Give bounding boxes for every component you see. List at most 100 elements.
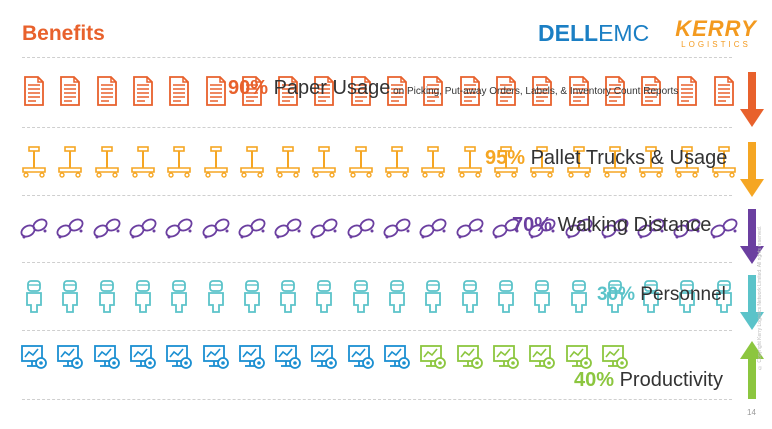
document-icon <box>347 74 375 113</box>
benefit-label: 30% Personnel <box>597 284 726 306</box>
document-icon <box>383 74 411 113</box>
footprints-icon <box>20 211 48 250</box>
monitor-gear-icon <box>601 341 629 380</box>
benefit-title: Walking Distance <box>552 214 712 236</box>
monitor-gear-icon <box>274 341 302 380</box>
copyright-text: © Copyright Kerry Logistics Network Limi… <box>757 225 763 370</box>
document-icon <box>93 74 121 113</box>
benefit-percent: 70% <box>512 214 553 236</box>
divider <box>22 330 732 331</box>
person-icon <box>202 279 230 318</box>
emc-logo-text: EMC <box>598 20 650 46</box>
document-icon <box>20 74 48 113</box>
pallet-truck-icon <box>456 144 484 183</box>
monitor-gear-icon <box>383 341 411 380</box>
person-icon <box>20 279 48 318</box>
document-icon <box>710 74 738 113</box>
benefit-row-paper: 90% Paper Usage on Picking, Put-away Ord… <box>0 66 772 127</box>
person-icon <box>383 279 411 318</box>
person-icon <box>528 279 556 318</box>
pallet-truck-icon <box>274 144 302 183</box>
person-icon <box>93 279 121 318</box>
footprints-icon <box>347 211 375 250</box>
benefit-percent: 30% <box>597 284 636 305</box>
document-icon <box>456 74 484 113</box>
document-icon <box>56 74 84 113</box>
arrow-down-icon <box>740 209 764 264</box>
monitor-gear-icon <box>202 341 230 380</box>
pallet-truck-icon <box>347 144 375 183</box>
footprints-icon <box>637 211 665 250</box>
document-icon <box>419 74 447 113</box>
pallet-truck-icon <box>565 144 593 183</box>
document-icon <box>565 74 593 113</box>
dell-emc-logo: DELLEMC <box>538 20 649 47</box>
footprints-icon <box>565 211 593 250</box>
monitor-gear-icon <box>56 341 84 380</box>
pallet-truck-icon <box>93 144 121 183</box>
footprints-icon <box>165 211 193 250</box>
benefit-row-personnel: 30% Personnel <box>0 271 772 331</box>
pallet-truck-icon <box>383 144 411 183</box>
benefit-row-walking: 70% Walking Distance <box>0 203 772 264</box>
benefit-title: Pallet Trucks & Usage <box>525 147 728 169</box>
benefit-label: 70% Walking Distance <box>512 214 711 237</box>
arrow-down-icon <box>740 275 764 330</box>
document-icon <box>129 74 157 113</box>
footprints-icon <box>310 211 338 250</box>
pallet-truck-icon <box>129 144 157 183</box>
benefit-percent: 90% <box>228 77 269 99</box>
pallet-truck-icon <box>419 144 447 183</box>
person-icon <box>310 279 338 318</box>
pallet-truck-icon <box>165 144 193 183</box>
dell-logo-text: DELL <box>538 20 599 46</box>
monitor-gear-icon <box>93 341 121 380</box>
divider <box>22 399 732 400</box>
arrow-up-icon <box>740 341 764 399</box>
monitor-gear-icon <box>565 341 593 380</box>
pallet-truck-icon <box>601 144 629 183</box>
footprints-icon <box>419 211 447 250</box>
benefit-title: Productivity <box>614 369 723 391</box>
person-icon <box>274 279 302 318</box>
monitor-gear-icon <box>492 341 520 380</box>
benefit-label: 40% Productivity <box>574 369 723 392</box>
person-icon <box>165 279 193 318</box>
monitor-gear-icon <box>165 341 193 380</box>
monitor-gear-icon <box>129 341 157 380</box>
kerry-logo-text: KERRY <box>675 16 757 41</box>
document-icon <box>637 74 665 113</box>
benefit-row-pallet: 95% Pallet Trucks & Usage <box>0 136 772 197</box>
benefit-percent: 95% <box>485 147 526 169</box>
pallet-truck-icon <box>202 144 230 183</box>
footprints-icon <box>456 211 484 250</box>
divider <box>22 195 732 196</box>
footprints-icon <box>383 211 411 250</box>
benefit-sublabel: on Picking, Put-away Orders, Labels, & I… <box>390 86 679 97</box>
document-icon <box>601 74 629 113</box>
person-icon <box>673 279 701 318</box>
footprints-icon <box>673 211 701 250</box>
footprints-icon <box>93 211 121 250</box>
monitor-gear-icon <box>347 341 375 380</box>
document-icon <box>310 74 338 113</box>
divider <box>22 127 732 128</box>
divider <box>22 57 732 58</box>
footprints-icon <box>528 211 556 250</box>
benefit-row-productivity: 40% Productivity <box>0 339 772 399</box>
divider <box>22 262 732 263</box>
document-icon <box>492 74 520 113</box>
document-icon <box>673 74 701 113</box>
pallet-truck-icon <box>310 144 338 183</box>
document-icon <box>202 74 230 113</box>
benefit-title: Paper Usage <box>268 77 391 99</box>
pallet-truck-icon <box>710 144 738 183</box>
person-icon <box>456 279 484 318</box>
arrow-down-icon <box>740 72 764 127</box>
monitor-gear-icon <box>456 341 484 380</box>
footprints-icon <box>56 211 84 250</box>
person-icon <box>56 279 84 318</box>
benefit-percent: 40% <box>574 369 615 391</box>
pallet-truck-icon <box>528 144 556 183</box>
benefit-label: 90% Paper Usage on Picking, Put-away Ord… <box>228 77 678 100</box>
